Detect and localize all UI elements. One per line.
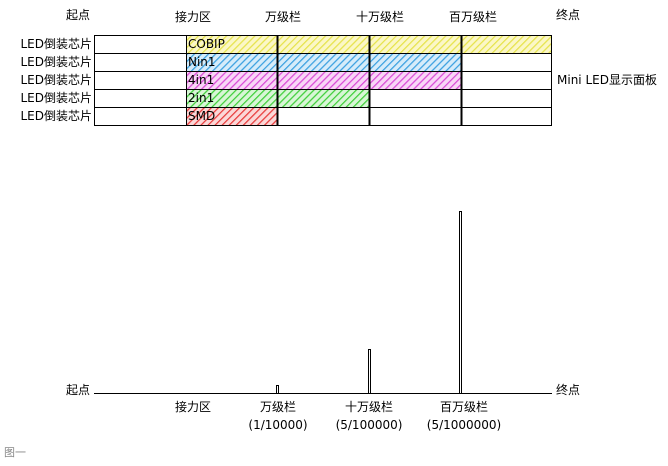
tech-label-cobip: COBIP: [188, 37, 225, 51]
bar-4in1: [187, 71, 461, 89]
bar-smd: [187, 107, 277, 125]
row-label-3: LED倒装芯片: [20, 91, 92, 105]
marker-baiwan: [459, 211, 462, 394]
row-label-0: LED倒装芯片: [20, 37, 92, 51]
bottom-wan-ratio: (1/10000): [248, 418, 308, 432]
header-baiwan: 百万级栏: [448, 10, 498, 24]
bottom-start: 起点: [66, 383, 91, 397]
header-wan: 万级栏: [264, 10, 302, 24]
bottom-shiwan-ratio: (5/100000): [335, 418, 403, 432]
row-label-2: LED倒装芯片: [20, 73, 92, 87]
tech-label-2in1: 2in1: [188, 91, 215, 105]
header-start: 起点: [65, 8, 91, 22]
tech-label-4in1: 4in1: [188, 73, 215, 87]
bottom-baiwan-ratio: (5/1000000): [426, 418, 502, 432]
header-force-zone: 接力区: [174, 10, 212, 24]
side-label: Mini LED显示面板: [557, 73, 657, 87]
row-label-4: LED倒装芯片: [20, 109, 92, 123]
row-label-1: LED倒装芯片: [20, 55, 92, 69]
bottom-force-zone: 接力区: [174, 400, 212, 414]
tech-label-nin1: Nin1: [188, 55, 216, 69]
bottom-baiwan: 百万级栏: [439, 400, 489, 414]
figure-caption: 图一: [4, 446, 26, 459]
tech-label-smd: SMD: [188, 109, 216, 123]
bottom-wan: 万级栏: [259, 400, 297, 414]
bottom-end: 终点: [556, 383, 581, 397]
grid-frame: [94, 35, 552, 126]
header-shiwan: 十万级栏: [355, 10, 405, 24]
marker-shiwan: [368, 349, 371, 394]
bottom-shiwan: 十万级栏: [344, 400, 394, 414]
bar-nin1: [187, 53, 461, 71]
header-end: 终点: [555, 8, 581, 22]
marker-wan: [276, 385, 279, 394]
